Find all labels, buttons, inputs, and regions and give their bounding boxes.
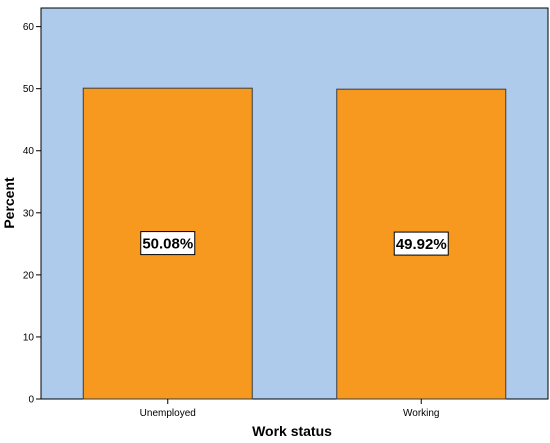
y-tick-label: 20 bbox=[23, 270, 35, 281]
data-label: 49.92% bbox=[396, 236, 447, 253]
data-label: 50.08% bbox=[142, 236, 193, 253]
y-tick-label: 60 bbox=[23, 22, 35, 33]
y-tick-label: 10 bbox=[23, 332, 35, 343]
y-axis: 0 10 20 30 40 50 60 bbox=[23, 22, 41, 406]
y-tick-label: 30 bbox=[23, 208, 35, 219]
x-tick-label: Working bbox=[403, 408, 440, 419]
x-axis: Unemployed Working bbox=[140, 399, 440, 419]
y-tick-label: 0 bbox=[28, 395, 34, 406]
y-tick-label: 40 bbox=[23, 146, 35, 157]
y-tick-label: 50 bbox=[23, 84, 35, 95]
x-axis-title: Work status bbox=[252, 423, 332, 439]
x-tick-label: Unemployed bbox=[140, 408, 196, 419]
bars: 50.08% 49.92% bbox=[82, 87, 507, 400]
data-label-box bbox=[393, 231, 449, 256]
data-label-box bbox=[140, 231, 196, 256]
y-axis-title: Percent bbox=[1, 177, 17, 229]
